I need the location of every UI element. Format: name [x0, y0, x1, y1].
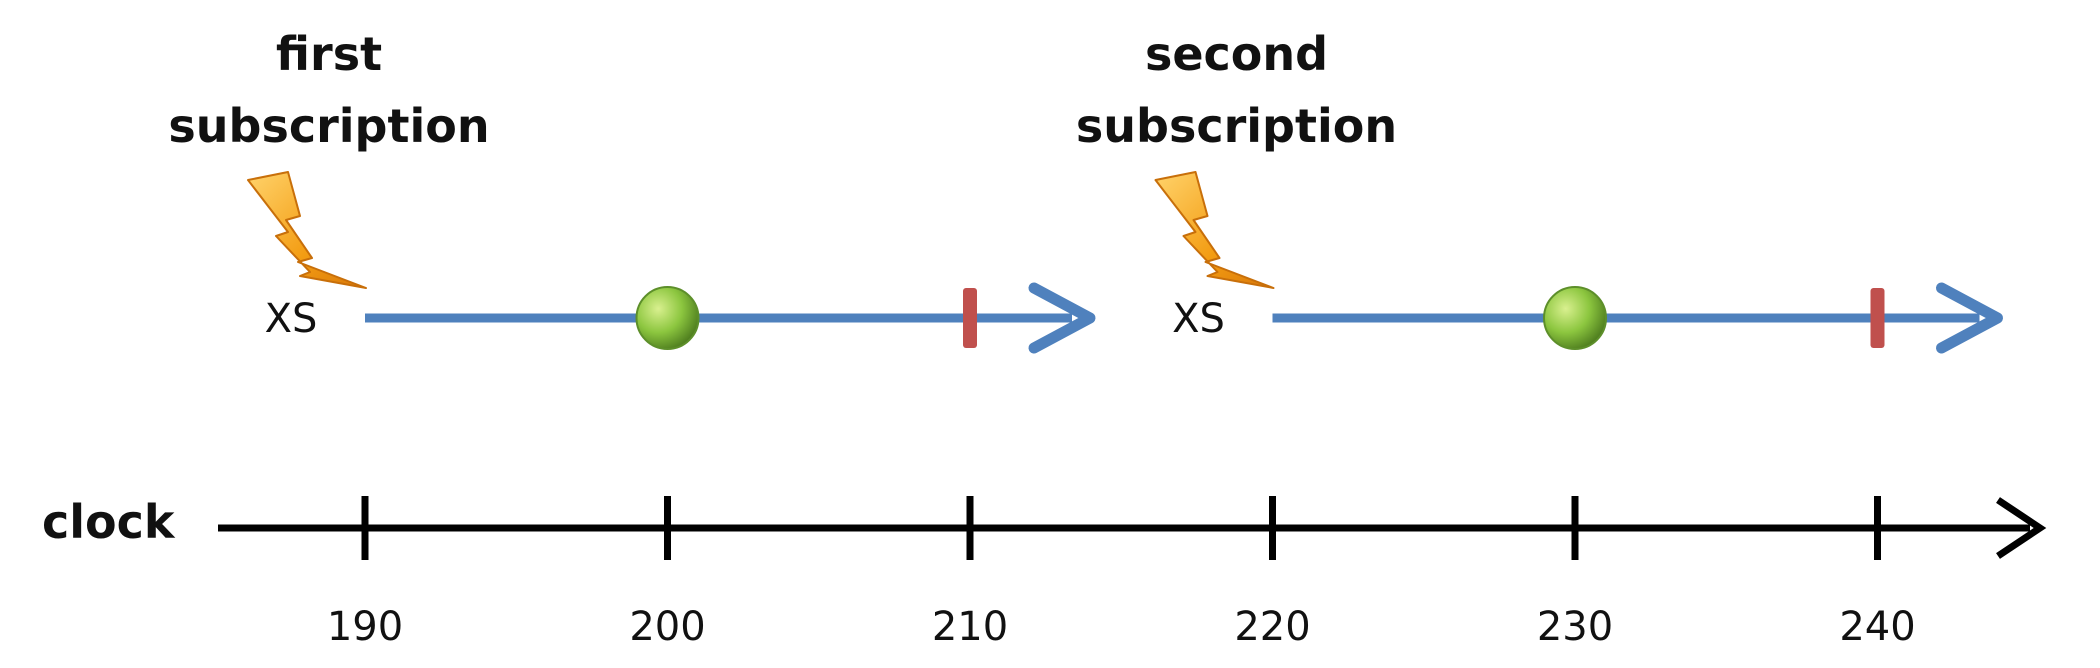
value-marble	[1543, 286, 1607, 350]
clock-axis: clock 190 200 210 220 230 240	[42, 495, 2047, 650]
source-label: XS	[265, 296, 318, 342]
lightning-bolt-icon	[247, 171, 367, 289]
clock-tick-label: 210	[932, 604, 1008, 650]
clock-tick-label: 190	[327, 604, 403, 650]
timeline-arrowhead-icon	[1028, 282, 1096, 354]
subscription-title-line1: second	[1145, 27, 1328, 81]
clock-arrowhead-icon	[1996, 497, 2047, 559]
completion-mark	[1870, 288, 1885, 348]
clock-ticks: 190 200 210 220 230 240	[327, 496, 1916, 650]
clock-tick-label: 220	[1234, 604, 1310, 650]
subscription-title-line1: first	[276, 27, 382, 81]
source-label: XS	[1172, 296, 1225, 342]
value-marble	[635, 286, 700, 350]
clock-tick-label: 230	[1537, 604, 1613, 650]
subscription-timeline: first subscription XS	[168, 27, 1096, 354]
clock-label: clock	[42, 495, 176, 549]
clock-tick-label: 240	[1839, 604, 1915, 650]
timeline-arrowhead-icon	[1936, 282, 2003, 354]
subscriptions: first subscription XS second subscription XS	[168, 27, 2003, 354]
clock-tick-label: 200	[629, 604, 705, 650]
subscription-timeline: second subscription XS	[1076, 27, 2003, 354]
completion-mark	[963, 288, 977, 348]
subscription-title-line2: subscription	[1076, 99, 1397, 153]
subscription-title-line2: subscription	[168, 99, 489, 153]
lightning-bolt-icon	[1154, 171, 1275, 289]
